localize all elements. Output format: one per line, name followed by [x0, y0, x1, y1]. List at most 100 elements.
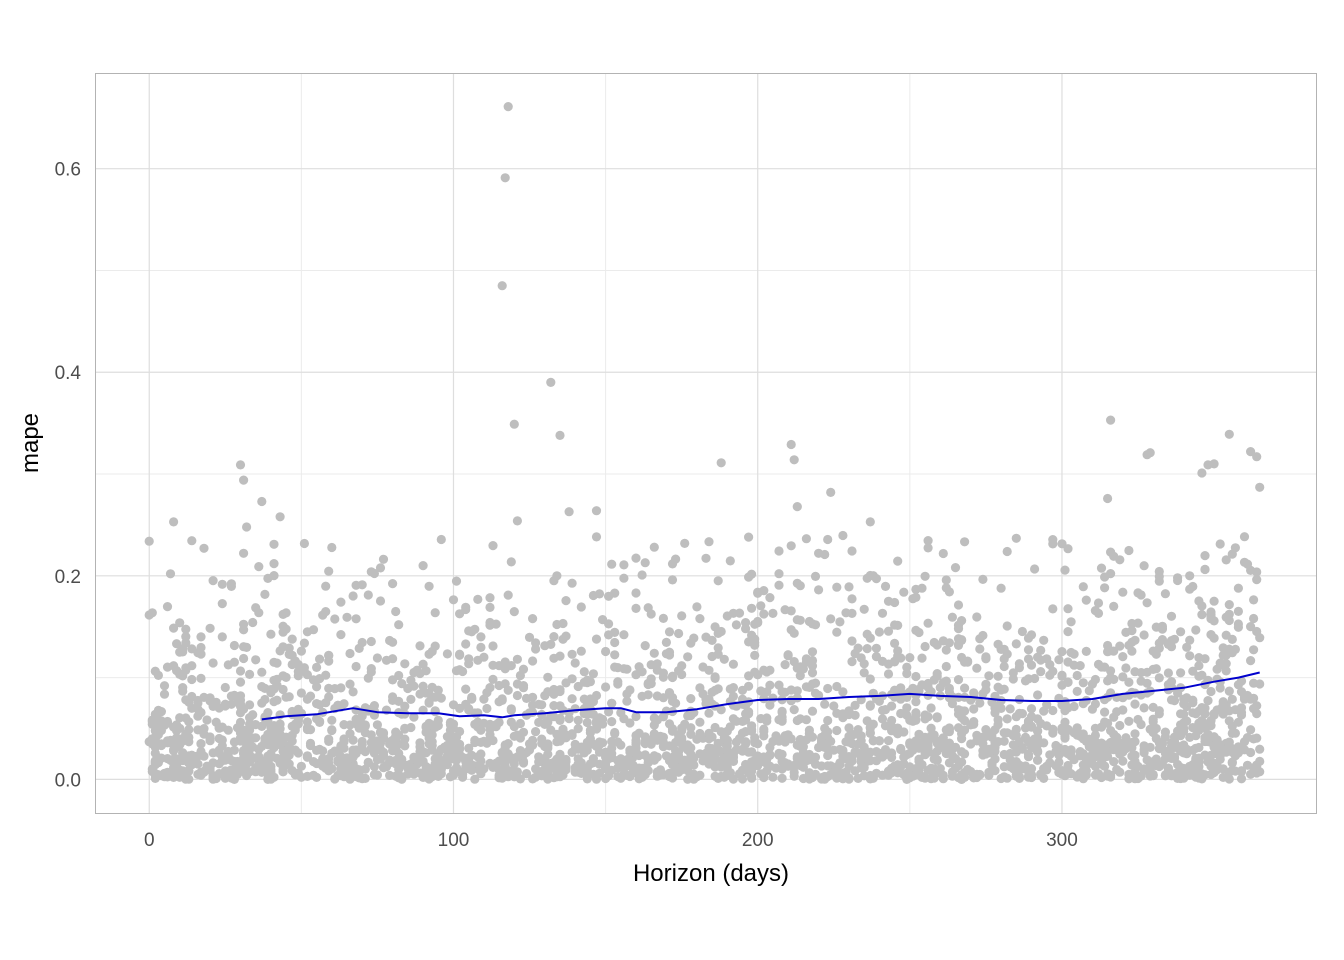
scatter-point [905, 653, 915, 663]
scatter-point [391, 732, 401, 742]
scatter-point [178, 647, 188, 657]
scatter-point [1236, 774, 1247, 784]
scatter-point [677, 739, 687, 749]
scatter-point [1066, 617, 1076, 627]
scatter-point [1036, 770, 1046, 780]
scatter-point [1051, 740, 1061, 751]
scatter-point [245, 713, 255, 723]
scatter-point [418, 659, 428, 669]
scatter-point [1157, 759, 1167, 769]
scatter-point [1136, 590, 1146, 600]
scatter-point [789, 767, 799, 778]
scatter-point [239, 475, 249, 485]
scatter-point [214, 723, 224, 733]
scatter-point [1176, 627, 1186, 637]
scatter-point [363, 590, 373, 600]
scatter-point [820, 699, 830, 709]
scatter-point [579, 748, 589, 758]
scatter-point [1093, 598, 1104, 608]
scatter-point [1188, 666, 1198, 676]
scatter-point [591, 634, 602, 644]
scatter-point [865, 774, 875, 784]
scatter-point [667, 671, 678, 681]
scatter-point [990, 738, 1000, 748]
scatter-point [944, 758, 955, 768]
scatter-point [570, 704, 580, 714]
scatter-point [372, 653, 382, 663]
scatter-point [1033, 726, 1043, 736]
scatter-point [865, 674, 875, 684]
scatter-point [1030, 742, 1040, 752]
scatter-point [1048, 728, 1058, 738]
scatter-point [911, 625, 921, 636]
scatter-point [184, 774, 194, 784]
scatter-point [804, 616, 815, 627]
scatter-point [464, 654, 474, 664]
scatter-point [883, 736, 894, 746]
scatter-point [1224, 609, 1234, 619]
scatter-point [899, 587, 909, 597]
scatter-point [205, 734, 215, 744]
scatter-point [1255, 633, 1265, 643]
scatter-point [415, 668, 425, 679]
scatter-point [1224, 429, 1234, 439]
scatter-point [1072, 723, 1082, 733]
scatter-point [667, 773, 678, 783]
scatter-point [1112, 707, 1122, 717]
scatter-point [576, 646, 586, 656]
scatter-point [999, 728, 1009, 738]
scatter-point [181, 665, 191, 675]
scatter-point [1148, 664, 1158, 675]
scatter-point [1179, 740, 1189, 750]
scatter-point [896, 762, 906, 772]
scatter-point [178, 755, 188, 766]
scatter-point [777, 749, 787, 760]
scatter-point [1054, 757, 1064, 767]
scatter-point [394, 620, 404, 630]
scatter-point [969, 688, 979, 698]
scatter-point [1081, 595, 1091, 605]
scatter-point [1045, 758, 1055, 768]
scatter-point [814, 585, 824, 595]
scatter-point [1066, 747, 1076, 757]
scatter-point [957, 771, 967, 781]
scatter-point [193, 711, 203, 721]
scatter-point [299, 638, 309, 648]
scatter-point [245, 669, 255, 680]
scatter-point [1233, 717, 1243, 727]
scatter-point [570, 658, 580, 668]
scatter-point [944, 587, 955, 597]
scatter-point [658, 737, 669, 748]
scatter-point [464, 626, 474, 636]
scatter-point [613, 663, 623, 673]
scatter-point [1194, 653, 1204, 663]
scatter-point [1033, 755, 1043, 765]
scatter-point [783, 650, 793, 660]
scatter-point [336, 770, 346, 780]
scatter-point [747, 630, 757, 640]
scatter-point [1124, 677, 1134, 687]
scatter-point [957, 635, 967, 646]
scatter-point [883, 669, 894, 679]
scatter-point [938, 636, 948, 646]
scatter-point [978, 732, 988, 742]
scatter-point [1084, 742, 1094, 752]
scatter-point [199, 766, 209, 777]
scatter-point [741, 618, 751, 628]
scatter-point [1249, 645, 1259, 655]
scatter-point [607, 559, 617, 569]
scatter-point [357, 745, 367, 755]
scatter-point [947, 612, 958, 622]
scatter-point [403, 769, 413, 779]
scatter-point [497, 694, 507, 704]
scatter-point [217, 735, 227, 745]
scatter-point [737, 685, 748, 695]
scatter-point [512, 654, 523, 664]
scatter-point [674, 628, 684, 639]
x-tick-label: 0 [144, 830, 155, 851]
scatter-point [187, 674, 197, 685]
scatter-point [1169, 732, 1180, 742]
scatter-point [1084, 734, 1094, 744]
scatter-point [686, 694, 696, 704]
scatter-point [610, 729, 620, 739]
